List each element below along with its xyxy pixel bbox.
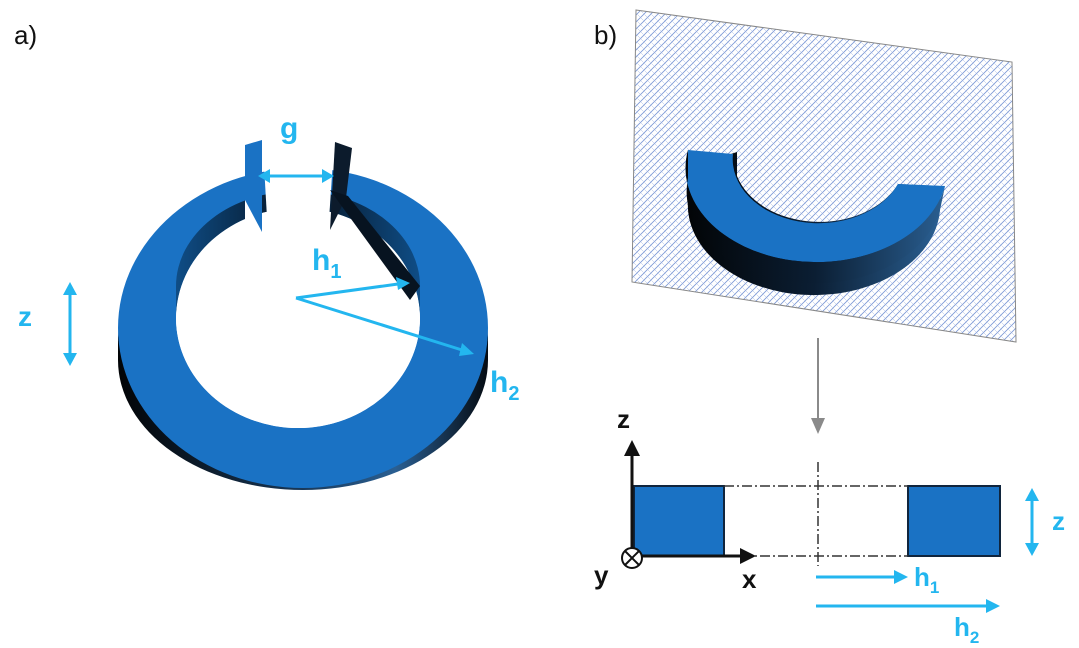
gap-label: g [280,112,298,145]
inner-radius-label: h1 [312,244,341,283]
gap-face-right [330,142,352,230]
circle-cross-icon [621,547,643,569]
gap-dimension [258,169,334,183]
ring-hole [176,223,420,428]
section-height-dim [1025,488,1039,556]
coordinate-axes [624,440,756,564]
gap-wall-right [330,190,420,300]
panel-b-label: b) [594,20,617,50]
axis-x-label: x [742,564,757,594]
outer-radius-label: h2 [490,366,519,405]
section-radius-arrows [816,570,1000,613]
section-inner-label: h1 [914,562,939,597]
axis-y-label: y [594,560,609,590]
height-dimension-a [63,282,77,366]
height-label-b: z [1052,506,1065,536]
split-ring-3d [118,168,488,490]
panel-a-label: a) [14,20,37,50]
axis-z-label: z [617,404,630,434]
half-ring [685,150,945,296]
section-right [907,485,1001,557]
section-guides [724,462,908,566]
gap-face-left [245,140,262,232]
projection-arrow [811,338,825,434]
section-outer-label: h2 [954,612,979,647]
height-label-a: z [18,301,32,332]
section-left [633,485,725,557]
radius-arrows [295,277,474,356]
